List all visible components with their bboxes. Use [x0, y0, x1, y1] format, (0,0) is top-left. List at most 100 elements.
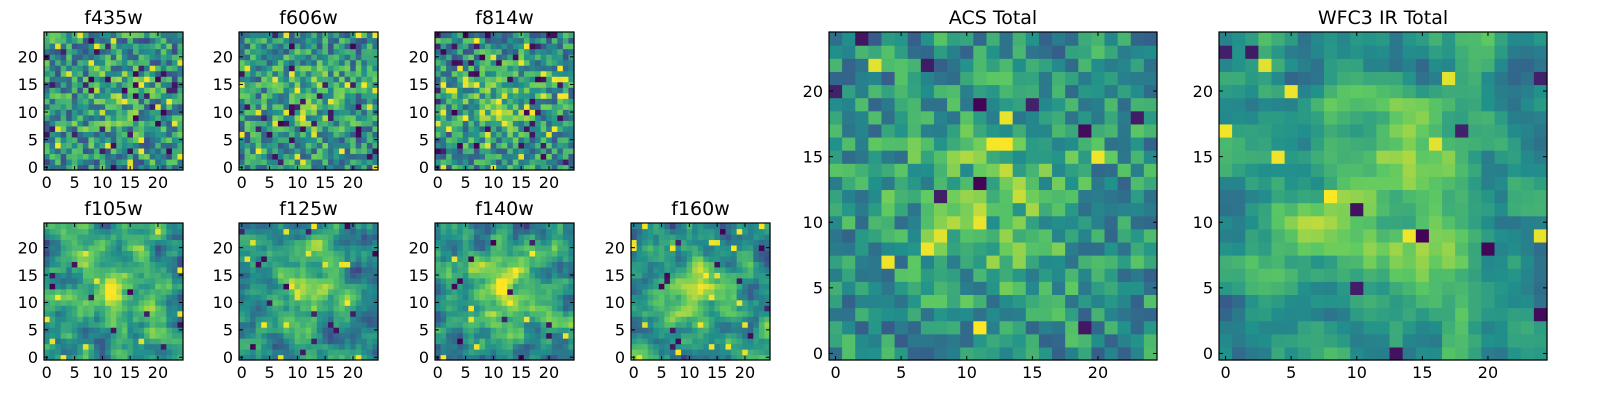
heatmap-cell: [355, 239, 362, 246]
heatmap-cell: [947, 281, 961, 295]
heatmap-cell: [333, 131, 340, 138]
heatmap-cell: [132, 92, 140, 99]
heatmap-cell: [468, 43, 475, 50]
heatmap-cell: [451, 103, 458, 110]
heatmap-cell: [529, 228, 536, 235]
heatmap-cell: [333, 158, 340, 166]
heatmap-cell: [105, 158, 112, 166]
heatmap-cell: [350, 81, 357, 88]
heatmap-cell: [110, 266, 117, 273]
heatmap-cell: [277, 164, 285, 171]
heatmap-cell: [94, 109, 101, 116]
heatmap-cell: [496, 98, 503, 105]
heatmap-cell: [675, 310, 682, 317]
heatmap-cell: [155, 103, 162, 110]
heatmap-cell: [986, 189, 1001, 204]
heatmap-cell: [155, 294, 162, 301]
heatmap-cell: [557, 283, 564, 290]
heatmap-cell: [77, 142, 84, 149]
heatmap-cell: [1091, 163, 1106, 177]
heatmap-cell: [546, 349, 553, 356]
heatmap-cell: [546, 305, 553, 312]
heatmap-cell: [322, 310, 329, 317]
heatmap-cell: [708, 343, 715, 350]
heatmap-cell: [479, 48, 486, 55]
heatmap-cell: [636, 250, 643, 257]
heatmap-cell: [681, 223, 688, 230]
heatmap-cell: [518, 98, 525, 105]
heatmap-cell: [149, 109, 156, 116]
heatmap-cell: [669, 310, 677, 317]
heatmap-cell: [642, 233, 649, 241]
heatmap-cell: [339, 310, 346, 317]
heatmap-cell: [305, 349, 312, 356]
heatmap-cell: [272, 103, 279, 110]
heatmap-cell: [322, 114, 329, 121]
heatmap-cell: [144, 59, 151, 66]
heatmap-cell: [127, 338, 134, 345]
heatmap-cell: [658, 261, 665, 268]
heatmap-cell: [250, 142, 257, 149]
heatmap-cell: [255, 92, 262, 99]
heatmap-cell: [132, 142, 140, 149]
heatmap-cell: [372, 288, 379, 295]
heatmap-cell: [300, 305, 307, 312]
heatmap-cell: [457, 255, 464, 262]
heatmap-cell: [636, 332, 643, 339]
heatmap-cell: [440, 76, 447, 83]
heatmap-cell: [457, 305, 464, 312]
heatmap-cell: [894, 189, 909, 204]
heatmap-cell: [266, 321, 273, 328]
heatmap-cell: [355, 228, 362, 235]
heatmap-cell: [155, 109, 162, 116]
heatmap-cell: [127, 76, 134, 83]
heatmap-cell: [132, 338, 140, 345]
heatmap-cell: [327, 54, 335, 61]
heatmap-cell: [1078, 255, 1092, 269]
heatmap-cell: [446, 316, 453, 323]
heatmap-cell: [350, 153, 357, 160]
heatmap-cell: [529, 310, 536, 317]
heatmap-cell: [473, 48, 481, 55]
heatmap-cell: [535, 223, 542, 230]
heatmap-cell: [283, 228, 290, 235]
heatmap-cell: [518, 228, 525, 235]
heatmap-cell: [742, 244, 749, 251]
heatmap-cell: [675, 255, 682, 262]
heatmap-cell: [82, 43, 90, 50]
heatmap-cell: [327, 48, 335, 55]
heatmap-cell: [261, 59, 268, 66]
heatmap-cell: [60, 299, 67, 306]
heatmap-cell: [333, 142, 340, 149]
heatmap-cell: [60, 65, 67, 72]
heatmap-cell: [339, 228, 346, 235]
heatmap-cell: [255, 136, 262, 143]
heatmap-cell: [99, 120, 106, 127]
heatmap-cell: [435, 288, 442, 295]
heatmap-cell: [440, 92, 447, 99]
heatmap-cell: [535, 76, 542, 83]
heatmap-cell: [166, 305, 173, 312]
heatmap-cell: [366, 32, 374, 39]
heatmap-cell: [327, 120, 335, 127]
heatmap-cell: [468, 327, 475, 334]
heatmap-cell: [305, 136, 312, 143]
heatmap-cell: [468, 142, 475, 149]
heatmap-cell: [289, 131, 296, 138]
heatmap-cell: [736, 277, 743, 284]
heatmap-cell: [127, 327, 134, 334]
heatmap-cell: [681, 272, 688, 279]
heatmap-cell: [71, 136, 78, 143]
heatmap-cell: [94, 48, 101, 55]
heatmap-cell: [289, 310, 296, 317]
heatmap-cell: [261, 277, 268, 284]
heatmap-cell: [355, 81, 362, 88]
heatmap-cell: [496, 54, 503, 61]
heatmap-cell: [110, 338, 117, 345]
heatmap-cell: [66, 305, 73, 312]
heatmap-cell: [255, 158, 262, 166]
heatmap-cell: [829, 163, 843, 177]
heatmap-cell: [479, 255, 486, 262]
heatmap-cell: [160, 37, 167, 44]
heatmap-cell: [49, 310, 56, 317]
